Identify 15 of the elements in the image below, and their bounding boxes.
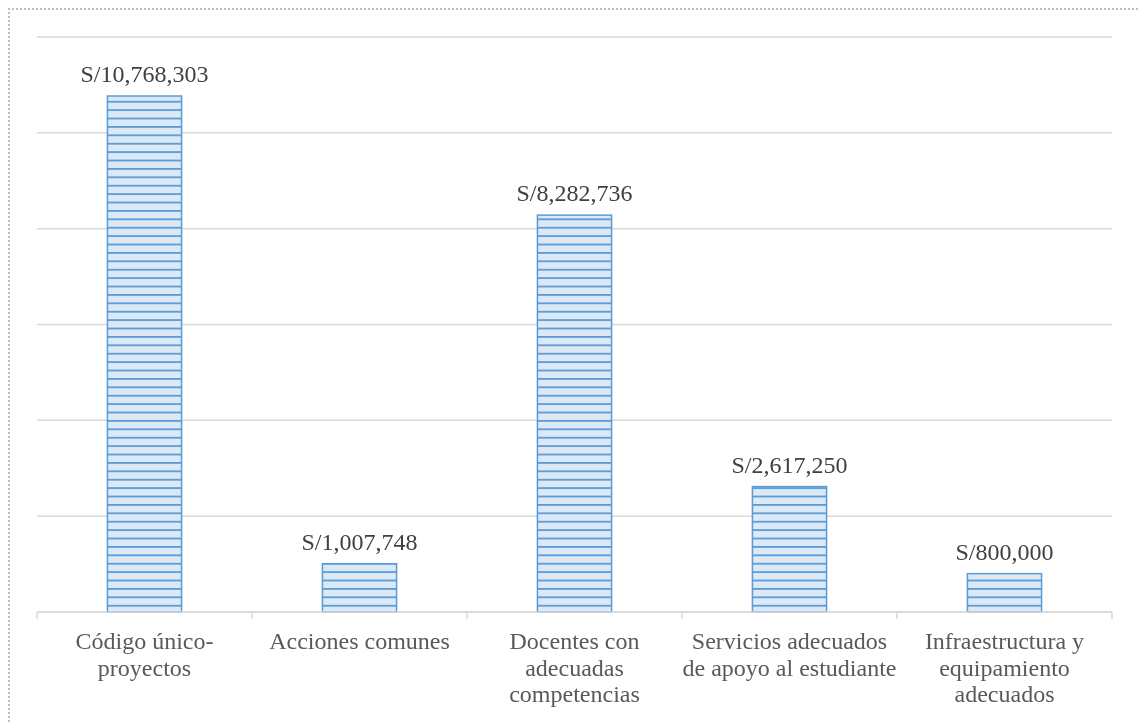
bar — [751, 485, 828, 613]
bar — [106, 95, 183, 613]
x-tick-label: Acciones comunes — [269, 628, 450, 654]
bar — [966, 572, 1043, 613]
data-label: S/800,000 — [955, 538, 1054, 565]
bar — [321, 562, 398, 613]
x-tick-label: Docentes con adecuadas competencias — [509, 628, 640, 707]
data-label: S/8,282,736 — [516, 180, 633, 207]
x-tick-label: Infraestructura y equipamiento adecuados — [924, 628, 1085, 707]
data-label: S/1,007,748 — [301, 528, 418, 555]
x-tick-label: Código único-proyectos — [75, 628, 214, 681]
x-tick-label: Servicios adecuados de apoyo al estudiante — [682, 628, 897, 681]
bar — [536, 214, 613, 613]
data-label: S/2,617,250 — [731, 451, 848, 478]
data-label: S/10,768,303 — [80, 61, 209, 88]
